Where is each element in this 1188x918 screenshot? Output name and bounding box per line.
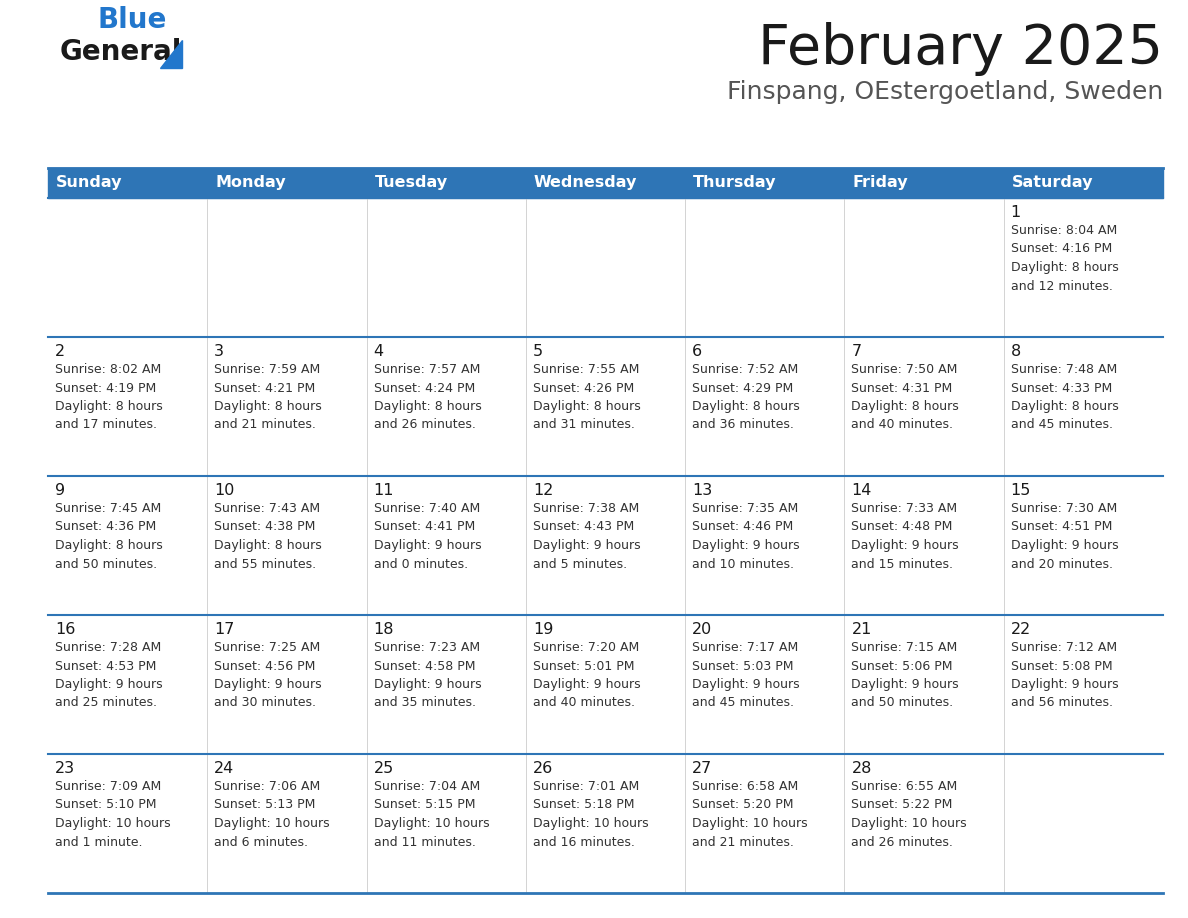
Text: Sunrise: 7:55 AM
Sunset: 4:26 PM
Daylight: 8 hours
and 31 minutes.: Sunrise: 7:55 AM Sunset: 4:26 PM Dayligh… <box>533 363 640 431</box>
Text: Sunrise: 7:09 AM
Sunset: 5:10 PM
Daylight: 10 hours
and 1 minute.: Sunrise: 7:09 AM Sunset: 5:10 PM Dayligh… <box>55 780 171 848</box>
Text: Sunrise: 7:38 AM
Sunset: 4:43 PM
Daylight: 9 hours
and 5 minutes.: Sunrise: 7:38 AM Sunset: 4:43 PM Dayligh… <box>533 502 640 570</box>
Text: Finspang, OEstergoetland, Sweden: Finspang, OEstergoetland, Sweden <box>727 80 1163 104</box>
Text: Sunrise: 7:17 AM
Sunset: 5:03 PM
Daylight: 9 hours
and 45 minutes.: Sunrise: 7:17 AM Sunset: 5:03 PM Dayligh… <box>693 641 800 710</box>
Text: Sunrise: 8:04 AM
Sunset: 4:16 PM
Daylight: 8 hours
and 12 minutes.: Sunrise: 8:04 AM Sunset: 4:16 PM Dayligh… <box>1011 224 1118 293</box>
Text: 16: 16 <box>55 622 75 637</box>
Text: Friday: Friday <box>853 175 908 191</box>
Text: 20: 20 <box>693 622 713 637</box>
Text: Sunrise: 7:45 AM
Sunset: 4:36 PM
Daylight: 8 hours
and 50 minutes.: Sunrise: 7:45 AM Sunset: 4:36 PM Dayligh… <box>55 502 163 570</box>
Text: Blue: Blue <box>97 6 168 34</box>
Text: General: General <box>61 38 183 66</box>
Text: Sunrise: 7:30 AM
Sunset: 4:51 PM
Daylight: 9 hours
and 20 minutes.: Sunrise: 7:30 AM Sunset: 4:51 PM Dayligh… <box>1011 502 1118 570</box>
Text: Thursday: Thursday <box>693 175 777 191</box>
Text: 23: 23 <box>55 761 75 776</box>
Text: 11: 11 <box>373 483 394 498</box>
Text: Sunrise: 7:43 AM
Sunset: 4:38 PM
Daylight: 8 hours
and 55 minutes.: Sunrise: 7:43 AM Sunset: 4:38 PM Dayligh… <box>214 502 322 570</box>
Text: Sunrise: 7:28 AM
Sunset: 4:53 PM
Daylight: 9 hours
and 25 minutes.: Sunrise: 7:28 AM Sunset: 4:53 PM Dayligh… <box>55 641 163 710</box>
Text: Wednesday: Wednesday <box>533 175 637 191</box>
Text: Sunrise: 7:48 AM
Sunset: 4:33 PM
Daylight: 8 hours
and 45 minutes.: Sunrise: 7:48 AM Sunset: 4:33 PM Dayligh… <box>1011 363 1118 431</box>
Text: Sunrise: 7:04 AM
Sunset: 5:15 PM
Daylight: 10 hours
and 11 minutes.: Sunrise: 7:04 AM Sunset: 5:15 PM Dayligh… <box>373 780 489 848</box>
Polygon shape <box>160 40 182 68</box>
Text: Sunrise: 7:23 AM
Sunset: 4:58 PM
Daylight: 9 hours
and 35 minutes.: Sunrise: 7:23 AM Sunset: 4:58 PM Dayligh… <box>373 641 481 710</box>
Bar <box>48 476 1163 615</box>
Text: Sunrise: 7:35 AM
Sunset: 4:46 PM
Daylight: 9 hours
and 10 minutes.: Sunrise: 7:35 AM Sunset: 4:46 PM Dayligh… <box>693 502 800 570</box>
Text: 1: 1 <box>1011 205 1020 220</box>
Text: 14: 14 <box>852 483 872 498</box>
Text: Sunrise: 6:55 AM
Sunset: 5:22 PM
Daylight: 10 hours
and 26 minutes.: Sunrise: 6:55 AM Sunset: 5:22 PM Dayligh… <box>852 780 967 848</box>
Text: Sunrise: 7:12 AM
Sunset: 5:08 PM
Daylight: 9 hours
and 56 minutes.: Sunrise: 7:12 AM Sunset: 5:08 PM Dayligh… <box>1011 641 1118 710</box>
Bar <box>48 337 1163 476</box>
Text: 9: 9 <box>55 483 65 498</box>
Text: 26: 26 <box>533 761 554 776</box>
Text: Sunrise: 7:20 AM
Sunset: 5:01 PM
Daylight: 9 hours
and 40 minutes.: Sunrise: 7:20 AM Sunset: 5:01 PM Dayligh… <box>533 641 640 710</box>
Text: Sunrise: 7:40 AM
Sunset: 4:41 PM
Daylight: 9 hours
and 0 minutes.: Sunrise: 7:40 AM Sunset: 4:41 PM Dayligh… <box>373 502 481 570</box>
Text: 22: 22 <box>1011 622 1031 637</box>
Bar <box>48 168 1163 198</box>
Text: 27: 27 <box>693 761 713 776</box>
Text: Tuesday: Tuesday <box>374 175 448 191</box>
Text: 5: 5 <box>533 344 543 359</box>
Text: 3: 3 <box>214 344 225 359</box>
Text: 15: 15 <box>1011 483 1031 498</box>
Bar <box>48 754 1163 893</box>
Text: 17: 17 <box>214 622 235 637</box>
Bar <box>48 198 1163 337</box>
Text: Sunrise: 7:33 AM
Sunset: 4:48 PM
Daylight: 9 hours
and 15 minutes.: Sunrise: 7:33 AM Sunset: 4:48 PM Dayligh… <box>852 502 959 570</box>
Text: 18: 18 <box>373 622 394 637</box>
Bar <box>48 615 1163 754</box>
Text: Sunrise: 7:15 AM
Sunset: 5:06 PM
Daylight: 9 hours
and 50 minutes.: Sunrise: 7:15 AM Sunset: 5:06 PM Dayligh… <box>852 641 959 710</box>
Text: 7: 7 <box>852 344 861 359</box>
Text: Sunrise: 8:02 AM
Sunset: 4:19 PM
Daylight: 8 hours
and 17 minutes.: Sunrise: 8:02 AM Sunset: 4:19 PM Dayligh… <box>55 363 163 431</box>
Text: February 2025: February 2025 <box>758 22 1163 76</box>
Text: Saturday: Saturday <box>1012 175 1093 191</box>
Text: Sunrise: 7:01 AM
Sunset: 5:18 PM
Daylight: 10 hours
and 16 minutes.: Sunrise: 7:01 AM Sunset: 5:18 PM Dayligh… <box>533 780 649 848</box>
Text: Sunrise: 6:58 AM
Sunset: 5:20 PM
Daylight: 10 hours
and 21 minutes.: Sunrise: 6:58 AM Sunset: 5:20 PM Dayligh… <box>693 780 808 848</box>
Text: 4: 4 <box>373 344 384 359</box>
Text: 24: 24 <box>214 761 234 776</box>
Text: 12: 12 <box>533 483 554 498</box>
Text: Sunrise: 7:25 AM
Sunset: 4:56 PM
Daylight: 9 hours
and 30 minutes.: Sunrise: 7:25 AM Sunset: 4:56 PM Dayligh… <box>214 641 322 710</box>
Text: Sunrise: 7:59 AM
Sunset: 4:21 PM
Daylight: 8 hours
and 21 minutes.: Sunrise: 7:59 AM Sunset: 4:21 PM Dayligh… <box>214 363 322 431</box>
Text: Monday: Monday <box>215 175 286 191</box>
Text: 19: 19 <box>533 622 554 637</box>
Text: 28: 28 <box>852 761 872 776</box>
Text: 21: 21 <box>852 622 872 637</box>
Text: Sunrise: 7:52 AM
Sunset: 4:29 PM
Daylight: 8 hours
and 36 minutes.: Sunrise: 7:52 AM Sunset: 4:29 PM Dayligh… <box>693 363 800 431</box>
Text: 8: 8 <box>1011 344 1020 359</box>
Text: 2: 2 <box>55 344 65 359</box>
Text: Sunrise: 7:06 AM
Sunset: 5:13 PM
Daylight: 10 hours
and 6 minutes.: Sunrise: 7:06 AM Sunset: 5:13 PM Dayligh… <box>214 780 330 848</box>
Text: Sunday: Sunday <box>56 175 122 191</box>
Text: 25: 25 <box>373 761 393 776</box>
Text: 13: 13 <box>693 483 713 498</box>
Text: 10: 10 <box>214 483 235 498</box>
Text: Sunrise: 7:57 AM
Sunset: 4:24 PM
Daylight: 8 hours
and 26 minutes.: Sunrise: 7:57 AM Sunset: 4:24 PM Dayligh… <box>373 363 481 431</box>
Text: Sunrise: 7:50 AM
Sunset: 4:31 PM
Daylight: 8 hours
and 40 minutes.: Sunrise: 7:50 AM Sunset: 4:31 PM Dayligh… <box>852 363 959 431</box>
Text: 6: 6 <box>693 344 702 359</box>
